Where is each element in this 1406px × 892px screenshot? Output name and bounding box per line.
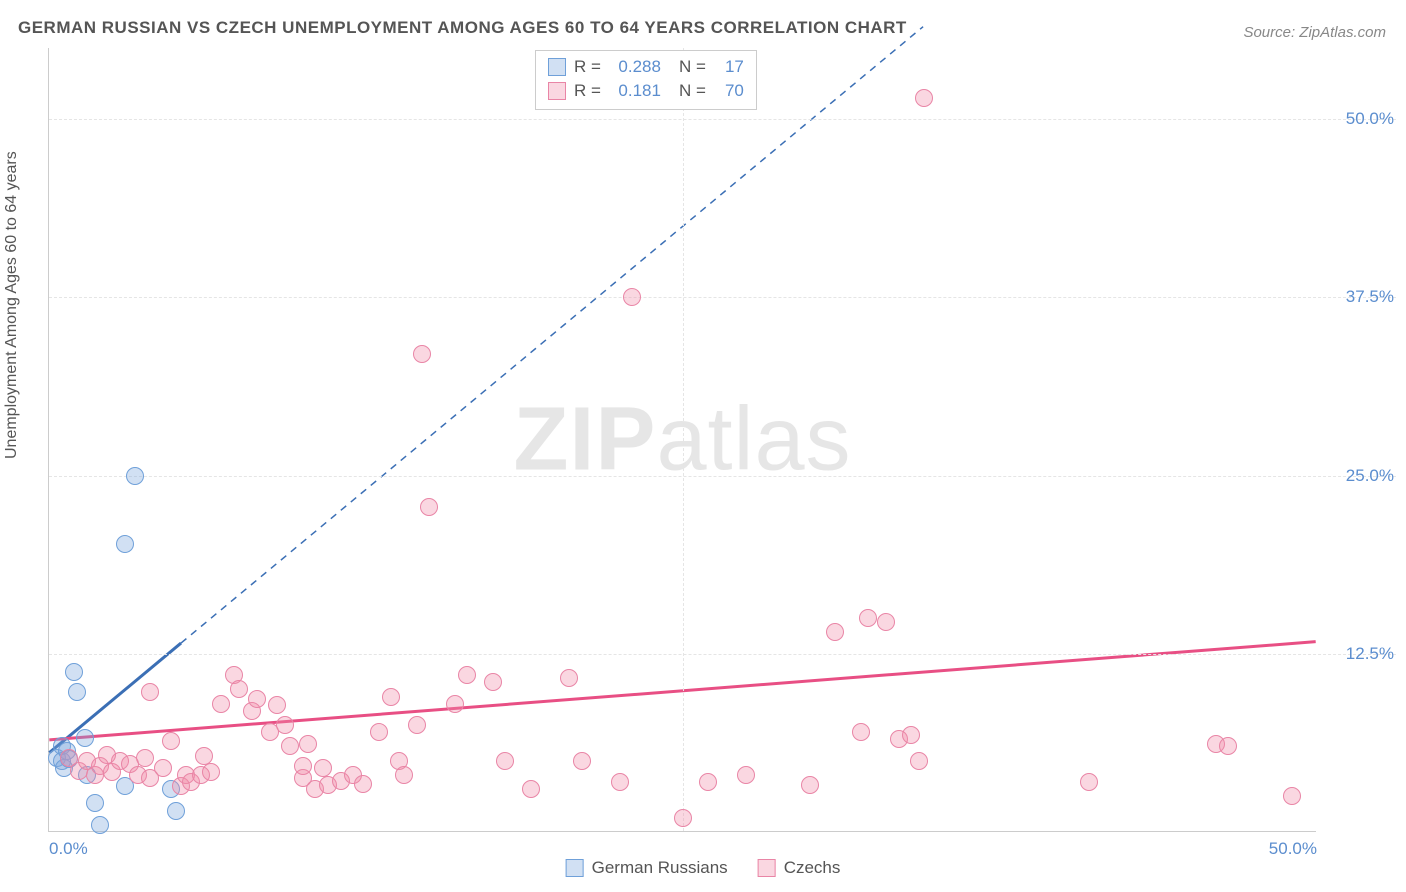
data-point-german_russians xyxy=(68,683,86,701)
series-legend: German Russians Czechs xyxy=(566,858,841,878)
data-point-czechs xyxy=(915,89,933,107)
data-point-czechs xyxy=(314,759,332,777)
correlation-legend-row: R = 0.181 N = 70 xyxy=(548,79,744,103)
data-point-czechs xyxy=(1283,787,1301,805)
correlation-legend: R = 0.288 N = 17 R = 0.181 N = 70 xyxy=(535,50,757,110)
data-point-czechs xyxy=(248,690,266,708)
watermark-rest: atlas xyxy=(656,389,851,489)
gridline-horizontal xyxy=(49,654,1396,655)
legend-label: German Russians xyxy=(592,858,728,878)
plot-area: ZIPatlas 12.5%25.0%37.5%50.0%0.0%50.0% xyxy=(48,48,1316,832)
y-tick-label: 50.0% xyxy=(1346,109,1394,129)
data-point-czechs xyxy=(560,669,578,687)
data-point-czechs xyxy=(737,766,755,784)
gridline-horizontal xyxy=(49,119,1396,120)
data-point-czechs xyxy=(674,809,692,827)
data-point-czechs xyxy=(370,723,388,741)
x-tick-label: 0.0% xyxy=(49,839,88,859)
data-point-czechs xyxy=(611,773,629,791)
data-point-czechs xyxy=(1080,773,1098,791)
legend-n-value: 17 xyxy=(716,57,744,77)
data-point-czechs xyxy=(623,288,641,306)
data-point-czechs xyxy=(484,673,502,691)
chart-container: GERMAN RUSSIAN VS CZECH UNEMPLOYMENT AMO… xyxy=(0,0,1406,892)
watermark-bold: ZIP xyxy=(513,389,656,489)
data-point-czechs xyxy=(877,613,895,631)
x-tick-label: 50.0% xyxy=(1269,839,1317,859)
legend-swatch-icon xyxy=(548,82,566,100)
data-point-german_russians xyxy=(116,535,134,553)
data-point-czechs xyxy=(902,726,920,744)
legend-swatch-icon xyxy=(548,58,566,76)
legend-r-label: R = xyxy=(574,57,601,77)
data-point-czechs xyxy=(212,695,230,713)
legend-n-value: 70 xyxy=(716,81,744,101)
y-tick-label: 25.0% xyxy=(1346,466,1394,486)
legend-item-german-russians: German Russians xyxy=(566,858,728,878)
legend-swatch-icon xyxy=(758,859,776,877)
data-point-czechs xyxy=(136,749,154,767)
data-point-czechs xyxy=(141,683,159,701)
correlation-legend-row: R = 0.288 N = 17 xyxy=(548,55,744,79)
data-point-german_russians xyxy=(167,802,185,820)
data-point-czechs xyxy=(276,716,294,734)
y-tick-label: 12.5% xyxy=(1346,644,1394,664)
legend-item-czechs: Czechs xyxy=(758,858,841,878)
data-point-czechs xyxy=(299,735,317,753)
data-point-czechs xyxy=(801,776,819,794)
data-point-czechs xyxy=(522,780,540,798)
data-point-czechs xyxy=(446,695,464,713)
legend-r-value: 0.288 xyxy=(611,57,661,77)
data-point-czechs xyxy=(395,766,413,784)
gridline-horizontal xyxy=(49,297,1396,298)
source-attribution: Source: ZipAtlas.com xyxy=(1243,24,1386,41)
data-point-czechs xyxy=(382,688,400,706)
legend-r-value: 0.181 xyxy=(611,81,661,101)
data-point-czechs xyxy=(458,666,476,684)
data-point-german_russians xyxy=(65,663,83,681)
data-point-czechs xyxy=(859,609,877,627)
data-point-czechs xyxy=(268,696,286,714)
data-point-czechs xyxy=(413,345,431,363)
data-point-czechs xyxy=(852,723,870,741)
data-point-czechs xyxy=(496,752,514,770)
data-point-czechs xyxy=(408,716,426,734)
data-point-czechs xyxy=(354,775,372,793)
data-point-czechs xyxy=(202,763,220,781)
legend-n-label: N = xyxy=(679,81,706,101)
legend-r-label: R = xyxy=(574,81,601,101)
data-point-czechs xyxy=(1219,737,1237,755)
legend-n-label: N = xyxy=(679,57,706,77)
chart-title: GERMAN RUSSIAN VS CZECH UNEMPLOYMENT AMO… xyxy=(18,18,907,38)
data-point-czechs xyxy=(230,680,248,698)
data-point-czechs xyxy=(281,737,299,755)
y-tick-label: 37.5% xyxy=(1346,287,1394,307)
data-point-czechs xyxy=(420,498,438,516)
data-point-czechs xyxy=(826,623,844,641)
data-point-german_russians xyxy=(126,467,144,485)
data-point-czechs xyxy=(162,732,180,750)
data-point-czechs xyxy=(699,773,717,791)
gridline-vertical xyxy=(683,48,684,831)
data-point-czechs xyxy=(154,759,172,777)
data-point-czechs xyxy=(573,752,591,770)
data-point-german_russians xyxy=(91,816,109,834)
data-point-czechs xyxy=(910,752,928,770)
y-axis-label: Unemployment Among Ages 60 to 64 years xyxy=(3,151,21,459)
gridline-horizontal xyxy=(49,476,1396,477)
legend-swatch-icon xyxy=(566,859,584,877)
data-point-czechs xyxy=(294,757,312,775)
data-point-german_russians xyxy=(76,729,94,747)
legend-label: Czechs xyxy=(784,858,841,878)
data-point-german_russians xyxy=(86,794,104,812)
